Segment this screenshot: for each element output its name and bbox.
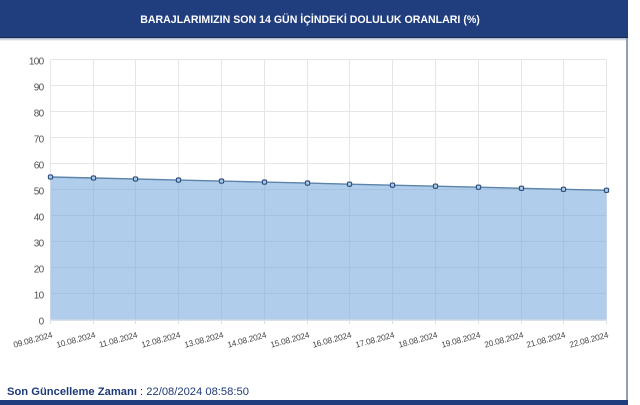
svg-text:16.08.2024: 16.08.2024 — [311, 330, 353, 350]
svg-text:09.08.2024: 09.08.2024 — [12, 330, 54, 350]
svg-text:10.08.2024: 10.08.2024 — [55, 330, 97, 350]
svg-text:14.08.2024: 14.08.2024 — [226, 330, 268, 350]
svg-text:20.08.2024: 20.08.2024 — [483, 330, 525, 350]
svg-text:22.08.2024: 22.08.2024 — [568, 330, 610, 350]
svg-text:15.08.2024: 15.08.2024 — [269, 330, 311, 350]
svg-text:70: 70 — [34, 134, 45, 145]
svg-text:20: 20 — [34, 264, 45, 275]
svg-text:50: 50 — [34, 186, 45, 197]
svg-text:0: 0 — [39, 316, 45, 327]
svg-text:13.08.2024: 13.08.2024 — [183, 330, 225, 350]
svg-text:80: 80 — [34, 108, 45, 119]
svg-text:19.08.2024: 19.08.2024 — [440, 330, 482, 350]
svg-text:40: 40 — [34, 212, 45, 223]
svg-text:12.08.2024: 12.08.2024 — [140, 330, 182, 350]
svg-text:30: 30 — [34, 238, 45, 249]
svg-text:18.08.2024: 18.08.2024 — [397, 330, 439, 350]
svg-text:100: 100 — [29, 56, 45, 67]
svg-text:11.08.2024: 11.08.2024 — [98, 330, 139, 350]
svg-text:60: 60 — [34, 160, 45, 171]
svg-text:21.08.2024: 21.08.2024 — [525, 330, 567, 350]
svg-text:10: 10 — [34, 290, 45, 301]
svg-text:90: 90 — [34, 82, 45, 93]
svg-text:17.08.2024: 17.08.2024 — [354, 330, 396, 350]
